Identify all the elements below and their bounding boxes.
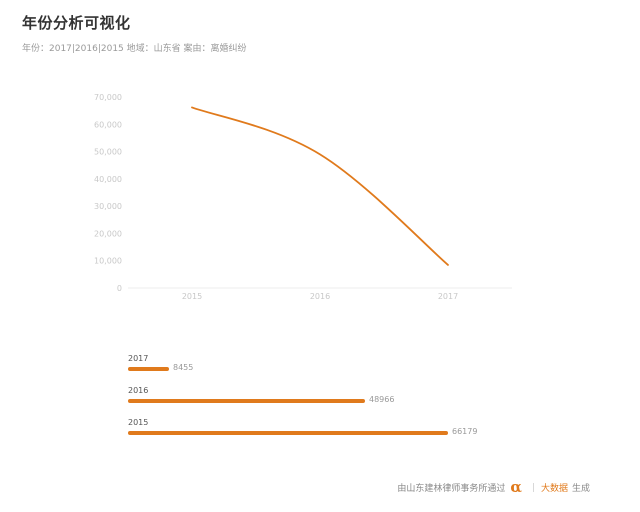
series-line (191, 106, 449, 266)
series (191, 106, 449, 266)
y-tick-label: 20,000 (94, 229, 122, 238)
y-tick-label: 50,000 (94, 148, 122, 157)
page-title: 年份分析可视化 (22, 14, 131, 32)
bar (128, 431, 448, 435)
footer: 由山东建林律师事务所通过 α | 大数据 生成 (397, 480, 590, 495)
y-tick-label: 60,000 (94, 120, 122, 129)
footer-prefix: 由山东建林律师事务所通过 (397, 484, 506, 494)
footer-suffix: 生成 (571, 484, 590, 494)
filter-summary: 年份：2017|2016|2015 地域：山东省 案由：离婚纠纷 (22, 44, 247, 54)
y-tick-label: 40,000 (94, 175, 122, 184)
y-tick-label: 30,000 (94, 202, 122, 211)
x-axis: 2015 2016 2017 (128, 287, 512, 301)
bar-value-label: 48966 (369, 395, 395, 404)
x-tick-label: 2015 (182, 292, 202, 301)
bar-category-label: 2017 (128, 354, 149, 363)
x-tick-label: 2017 (438, 292, 458, 301)
y-tick-label: 10,000 (94, 257, 122, 266)
bar (128, 399, 365, 403)
y-tick-label: 0 (117, 284, 122, 293)
y-axis: 0 10,000 20,000 30,000 40,000 50,000 60,000 70,… (94, 93, 122, 293)
x-tick-label: 2016 (310, 292, 330, 301)
bar-category-label: 2016 (128, 386, 149, 395)
bar-value-label: 66179 (452, 427, 478, 436)
alpha-icon: α (510, 478, 522, 496)
bar-category-label: 2015 (128, 418, 149, 427)
footer-brand-link[interactable]: 大数据 (540, 484, 568, 494)
bar (128, 367, 169, 371)
line-chart: 0 10,000 20,000 30,000 40,000 50,000 60,000 70,… (94, 93, 512, 301)
footer-divider: | (531, 482, 535, 493)
y-tick-label: 70,000 (94, 93, 122, 102)
bar-value-label: 8455 (173, 363, 194, 372)
